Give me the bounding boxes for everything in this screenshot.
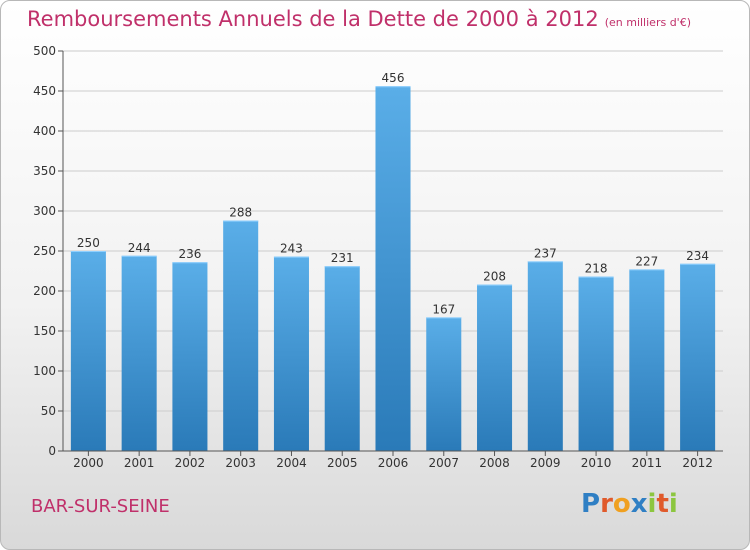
bar-2002 xyxy=(172,262,208,451)
data-label-2007: 167 xyxy=(432,302,455,316)
x-tick-label: 2005 xyxy=(327,456,358,470)
bar-2000 xyxy=(70,251,106,451)
data-label-2001: 244 xyxy=(128,241,151,255)
bar-2010 xyxy=(578,276,614,451)
data-label-2012: 234 xyxy=(686,249,709,263)
logo-letter: o xyxy=(612,489,631,519)
x-tick-label: 2004 xyxy=(276,456,307,470)
bar-2003 xyxy=(223,220,259,451)
logo-letter: t xyxy=(656,489,669,519)
y-tick-label: 250 xyxy=(33,244,56,258)
data-label-2006: 456 xyxy=(382,71,405,85)
data-label-2010: 218 xyxy=(585,262,608,276)
data-label-2002: 236 xyxy=(178,247,201,261)
bar-2008 xyxy=(477,284,513,451)
logo-letter: i xyxy=(647,489,657,519)
data-label-2005: 231 xyxy=(331,251,354,265)
x-tick-label: 2000 xyxy=(73,456,104,470)
data-label-2004: 243 xyxy=(280,242,303,256)
y-tick-label: 150 xyxy=(33,324,56,338)
x-tick-label: 2012 xyxy=(682,456,713,470)
y-tick-label: 450 xyxy=(33,84,56,98)
x-tick-label: 2008 xyxy=(479,456,510,470)
y-tick-label: 50 xyxy=(41,404,56,418)
x-tick-label: 2006 xyxy=(378,456,409,470)
proxiti-logo: Proxiti xyxy=(581,489,678,519)
bar-2011 xyxy=(629,269,665,451)
x-tick-label: 2011 xyxy=(632,456,663,470)
y-tick-label: 200 xyxy=(33,284,56,298)
y-tick-label: 0 xyxy=(48,444,56,458)
x-tick-label: 2003 xyxy=(225,456,256,470)
bar-2007 xyxy=(426,317,462,451)
logo-letter: P xyxy=(581,489,601,519)
x-tick-label: 2007 xyxy=(428,456,459,470)
data-label-2003: 288 xyxy=(229,206,252,220)
bar-2012 xyxy=(680,263,716,451)
y-tick-label: 400 xyxy=(33,124,56,138)
chart-subtitle: (en milliers d'€) xyxy=(604,16,691,29)
logo-letter: x xyxy=(630,489,648,519)
data-label-2011: 227 xyxy=(635,254,658,268)
x-tick-label: 2002 xyxy=(175,456,206,470)
bar-2005 xyxy=(324,266,360,451)
data-label-2008: 208 xyxy=(483,270,506,284)
y-tick-label: 350 xyxy=(33,164,56,178)
data-label-2000: 250 xyxy=(77,236,100,250)
x-tick-label: 2001 xyxy=(124,456,155,470)
chart-title-main: Remboursements Annuels de la Dette de 20… xyxy=(27,7,599,31)
bar-2009 xyxy=(527,261,563,451)
bar-2006 xyxy=(375,86,411,451)
logo-letter: i xyxy=(668,489,678,519)
y-tick-label: 500 xyxy=(33,44,56,58)
x-tick-label: 2010 xyxy=(581,456,612,470)
logo-letter: r xyxy=(600,489,613,519)
bar-chart: 0 50 100 150 200 250 300 350 400 450 500 250 2000 244… xyxy=(33,44,723,470)
y-tick-label: 300 xyxy=(33,204,56,218)
y-tick-label: 100 xyxy=(33,364,56,378)
x-tick-label: 2009 xyxy=(530,456,561,470)
commune-name: BAR-SUR-SEINE xyxy=(31,496,170,517)
bar-2001 xyxy=(121,255,157,451)
data-label-2009: 237 xyxy=(534,246,557,260)
bar-2004 xyxy=(273,256,309,451)
chart-title: Remboursements Annuels de la Dette de 20… xyxy=(27,7,691,31)
